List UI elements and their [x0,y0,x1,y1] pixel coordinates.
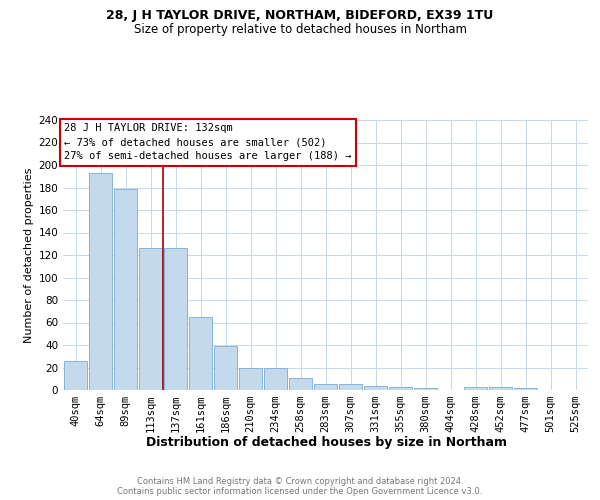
Bar [114,188,137,390]
Bar [464,386,487,390]
Bar [339,384,362,390]
Text: 28, J H TAYLOR DRIVE, NORTHAM, BIDEFORD, EX39 1TU: 28, J H TAYLOR DRIVE, NORTHAM, BIDEFORD,… [106,9,494,22]
Bar [189,317,212,390]
Bar [64,361,87,390]
Bar [314,384,337,390]
Bar [214,346,237,390]
Bar [389,386,412,390]
Text: 28 J H TAYLOR DRIVE: 132sqm
← 73% of detached houses are smaller (502)
27% of se: 28 J H TAYLOR DRIVE: 132sqm ← 73% of det… [64,124,352,162]
Text: Size of property relative to detached houses in Northam: Size of property relative to detached ho… [133,23,467,36]
Bar [89,173,112,390]
Bar [139,248,162,390]
Bar [239,368,262,390]
Text: Contains public sector information licensed under the Open Government Licence v3: Contains public sector information licen… [118,486,482,496]
Bar [514,388,537,390]
Text: Contains HM Land Registry data © Crown copyright and database right 2024.: Contains HM Land Registry data © Crown c… [137,476,463,486]
Bar [264,368,287,390]
Bar [164,248,187,390]
Bar [289,378,312,390]
Bar [414,388,437,390]
Y-axis label: Number of detached properties: Number of detached properties [24,168,34,342]
Text: Distribution of detached houses by size in Northam: Distribution of detached houses by size … [146,436,508,449]
Bar [489,386,512,390]
Bar [364,386,387,390]
